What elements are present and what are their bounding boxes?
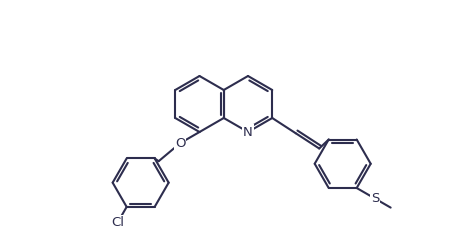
Text: N: N [243, 125, 253, 138]
Text: O: O [175, 137, 185, 150]
Text: Cl: Cl [111, 216, 124, 229]
Text: S: S [371, 192, 379, 205]
